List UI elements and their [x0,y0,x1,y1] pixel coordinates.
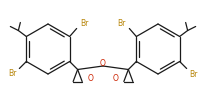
Text: O: O [100,59,106,69]
Text: Br: Br [81,19,89,27]
Text: Br: Br [190,69,198,79]
Text: Br: Br [8,69,16,79]
Text: O: O [87,74,93,83]
Text: O: O [113,74,119,83]
Text: Br: Br [117,19,125,27]
